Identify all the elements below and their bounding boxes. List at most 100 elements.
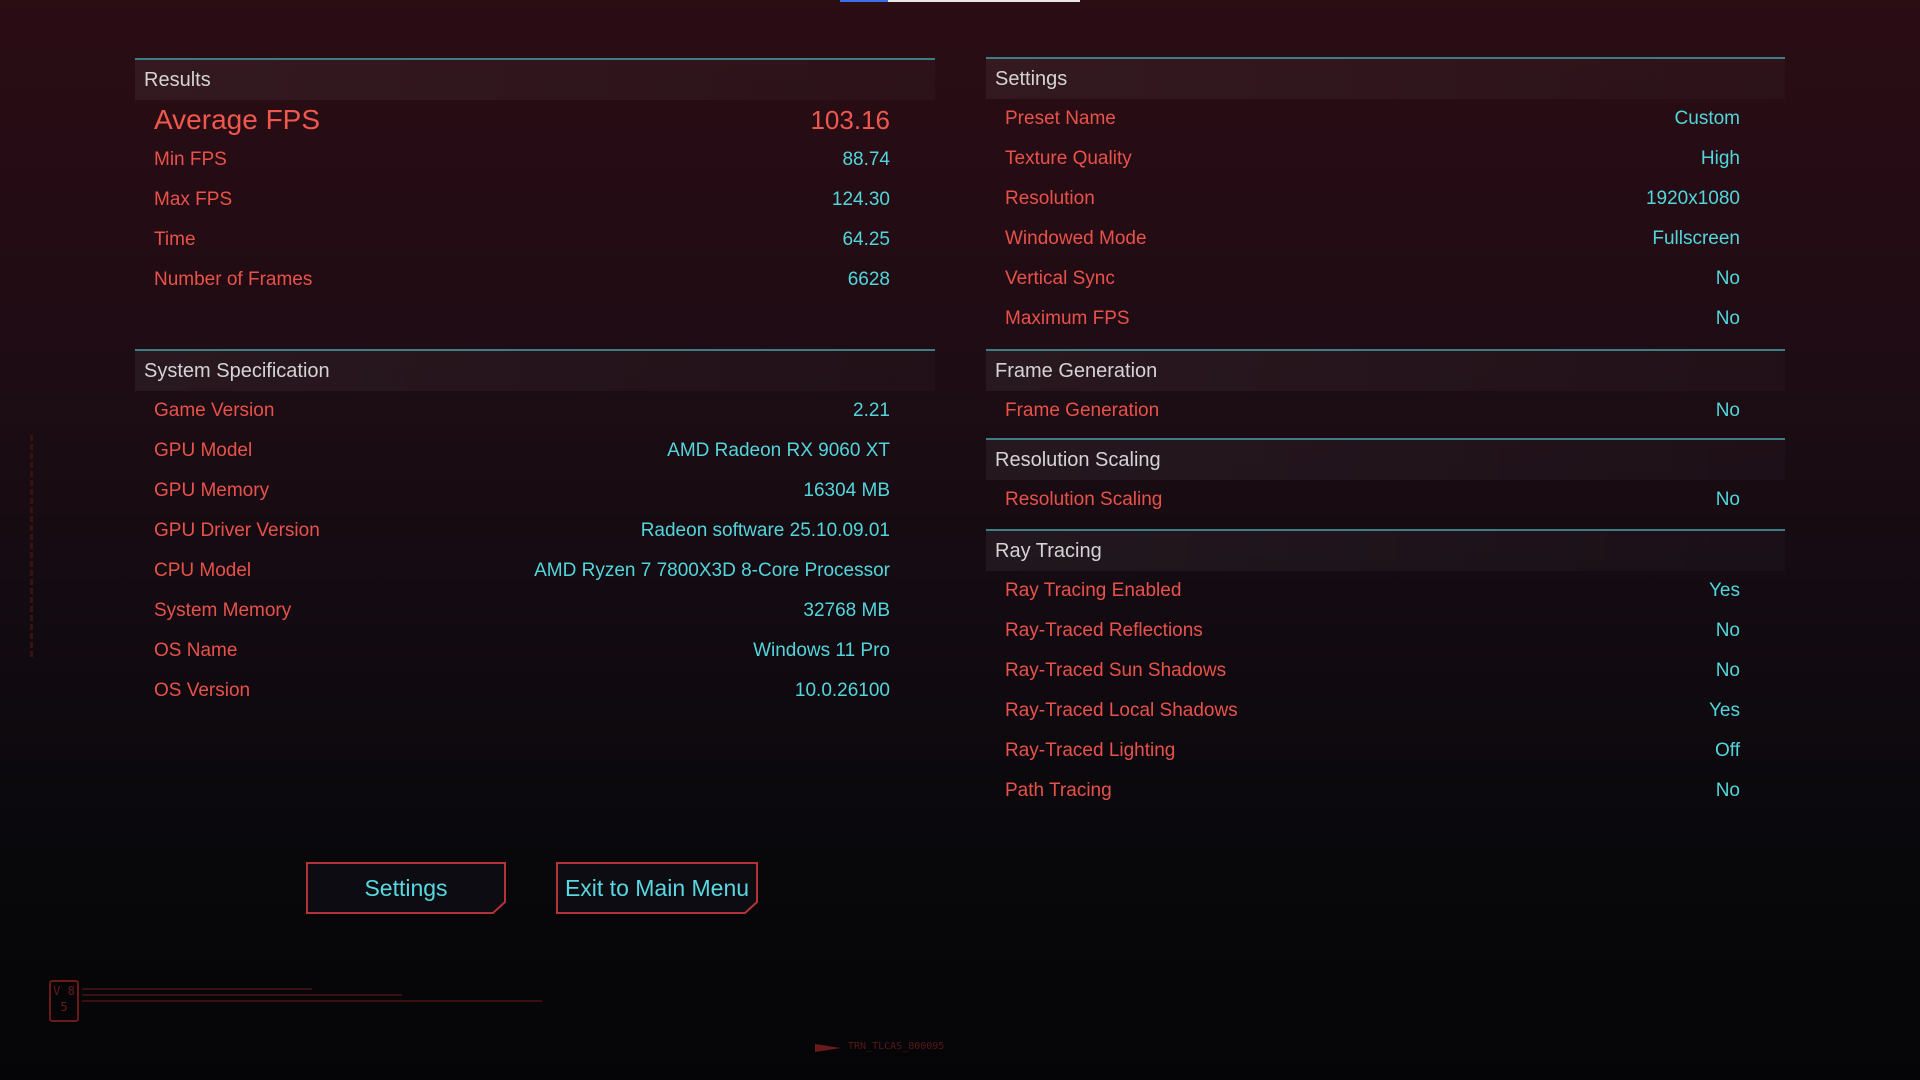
row-label: Average FPS (154, 104, 321, 135)
resolution-scaling-section: Resolution Scaling Resolution Scaling No (986, 438, 1785, 520)
row-value: Custom (1674, 108, 1740, 129)
top-progress-indicator (840, 0, 1080, 2)
row-value: 2.21 (853, 400, 890, 421)
list-item: Ray-Traced Lighting Off (986, 731, 1785, 771)
list-item: Resolution Scaling No (986, 480, 1785, 520)
list-item: Preset Name Custom (986, 99, 1785, 139)
version-badge: V 85 (49, 980, 79, 1022)
exit-to-main-menu-button[interactable]: Exit to Main Menu (556, 862, 758, 914)
row-value: No (1715, 620, 1740, 641)
row-value: No (1715, 660, 1740, 681)
row-value: 32768 MB (803, 600, 890, 621)
settings-button-label: Settings (364, 875, 448, 901)
row-label: GPU Model (154, 440, 253, 461)
list-item: GPU Model AMD Radeon RX 9060 XT (135, 431, 935, 471)
list-item: Maximum FPS No (986, 299, 1785, 339)
list-item: GPU Memory 16304 MB (135, 471, 935, 511)
list-item: Texture Quality High (986, 139, 1785, 179)
section-title: Resolution Scaling (986, 440, 1785, 480)
list-item: OS Version 10.0.26100 (135, 671, 935, 711)
right-panel: Settings Preset Name Custom Texture Qualit… (986, 0, 1785, 820)
section-title: Results (135, 60, 935, 100)
row-value: 10.0.26100 (794, 680, 890, 701)
average-fps-row: Average FPS 103.16 (135, 100, 935, 140)
row-value: 64.25 (842, 229, 890, 250)
row-value: High (1700, 148, 1740, 169)
row-value: Off (1715, 740, 1740, 761)
list-item: Min FPS 88.74 (135, 140, 935, 180)
list-item: Path Tracing No (986, 771, 1785, 811)
list-item: Max FPS 124.30 (135, 180, 935, 220)
list-item: Ray-Traced Reflections No (986, 611, 1785, 651)
row-label: Texture Quality (1005, 148, 1132, 169)
row-label: Preset Name (1005, 108, 1116, 129)
row-label: Frame Generation (1005, 400, 1160, 421)
row-label: Resolution (1005, 188, 1095, 209)
list-item: CPU Model AMD Ryzen 7 7800X3D 8-Core Proc… (135, 551, 935, 591)
row-value: No (1715, 489, 1740, 510)
row-value: 1920x1080 (1645, 188, 1740, 209)
row-value: No (1715, 780, 1740, 801)
exit-button-label: Exit to Main Menu (564, 875, 750, 901)
list-item: OS Name Windows 11 Pro (135, 631, 935, 671)
system-specification-section: System Specification Game Version 2.21 GPU… (135, 349, 935, 711)
row-value: Windows 11 Pro (753, 640, 890, 661)
row-label: GPU Memory (154, 480, 270, 501)
row-label: GPU Driver Version (154, 520, 320, 541)
row-value: AMD Radeon RX 9060 XT (667, 440, 890, 461)
settings-button[interactable]: Settings (306, 862, 506, 914)
results-section: Results Average FPS 103.16 Min FPS 88.74 M… (135, 58, 935, 300)
arrow-icon (815, 1044, 841, 1052)
row-label: Vertical Sync (1005, 268, 1115, 289)
section-title: Frame Generation (986, 351, 1785, 391)
row-value: No (1715, 268, 1740, 289)
row-label: Game Version (154, 400, 275, 421)
row-value: 124.30 (831, 189, 890, 210)
section-title: System Specification (135, 351, 935, 391)
list-item: Vertical Sync No (986, 259, 1785, 299)
row-value: No (1715, 400, 1740, 421)
row-value: AMD Ryzen 7 7800X3D 8-Core Processor (534, 560, 890, 581)
list-item: System Memory 32768 MB (135, 591, 935, 631)
row-value: 16304 MB (803, 480, 890, 501)
row-label: Maximum FPS (1005, 308, 1130, 329)
row-label: Resolution Scaling (1005, 489, 1163, 510)
list-item: Ray Tracing Enabled Yes (986, 571, 1785, 611)
left-panel: Results Average FPS 103.16 Min FPS 88.74 M… (135, 0, 935, 760)
fine-print-lines (82, 988, 542, 1002)
row-value: Yes (1709, 700, 1740, 721)
side-vertical-text (30, 435, 33, 660)
button-frame (306, 862, 506, 914)
list-item: Number of Frames 6628 (135, 260, 935, 300)
row-label: Ray-Traced Lighting (1005, 740, 1176, 761)
row-label: Min FPS (154, 149, 227, 170)
row-label: OS Name (154, 640, 238, 661)
list-item: Windowed Mode Fullscreen (986, 219, 1785, 259)
row-label: Ray-Traced Sun Shadows (1005, 660, 1227, 681)
row-label: Ray Tracing Enabled (1005, 580, 1182, 601)
list-item: Resolution 1920x1080 (986, 179, 1785, 219)
row-label: Windowed Mode (1005, 228, 1147, 249)
row-label: Path Tracing (1005, 780, 1112, 801)
settings-section: Settings Preset Name Custom Texture Qualit… (986, 57, 1785, 339)
row-label: CPU Model (154, 560, 252, 581)
frame-generation-section: Frame Generation Frame Generation No (986, 349, 1785, 431)
ray-tracing-section: Ray Tracing Ray Tracing Enabled Yes Ray-Tr… (986, 529, 1785, 811)
row-label: Ray-Traced Local Shadows (1005, 700, 1238, 721)
row-value: 6628 (847, 269, 890, 290)
list-item: Time 64.25 (135, 220, 935, 260)
section-title: Ray Tracing (986, 531, 1785, 571)
row-value: No (1715, 308, 1740, 329)
footer-code: TRN_TLCAS_800095 (848, 1041, 945, 1052)
list-item: Ray-Traced Sun Shadows No (986, 651, 1785, 691)
row-value: Radeon software 25.10.09.01 (640, 520, 890, 541)
row-value: 88.74 (842, 149, 890, 170)
row-label: Number of Frames (154, 269, 313, 290)
list-item: Frame Generation No (986, 391, 1785, 431)
button-frame (556, 862, 758, 914)
row-label: Max FPS (154, 189, 233, 210)
row-label: Ray-Traced Reflections (1005, 620, 1203, 641)
row-value: Fullscreen (1652, 228, 1740, 249)
list-item: GPU Driver Version Radeon software 25.10.… (135, 511, 935, 551)
row-label: OS Version (154, 680, 251, 701)
